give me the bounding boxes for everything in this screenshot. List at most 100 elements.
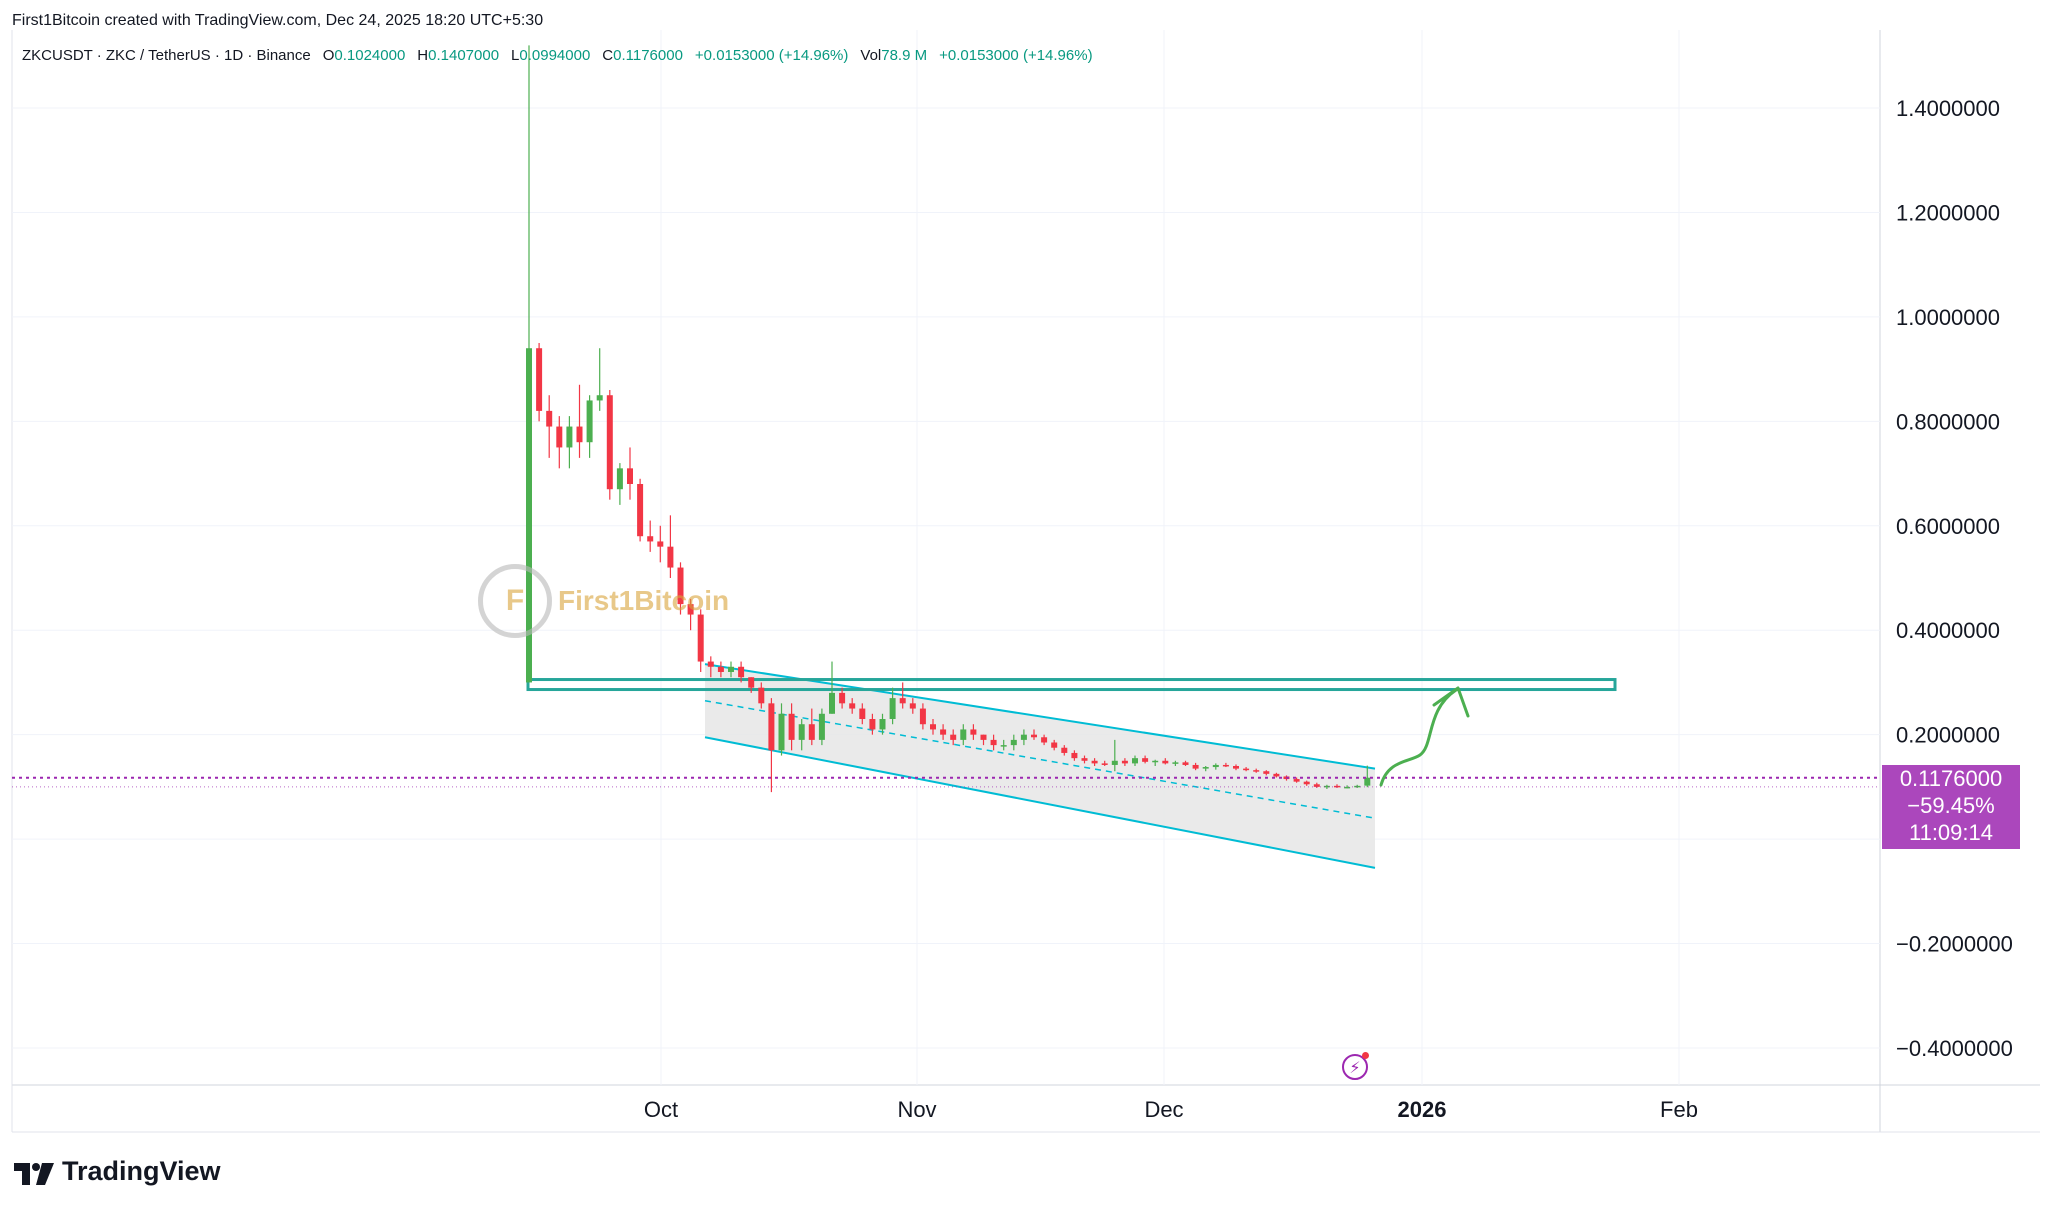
candle-body bbox=[869, 719, 876, 730]
vol-value: 78.9 M bbox=[881, 47, 928, 64]
candle-body bbox=[839, 692, 846, 704]
candle-body bbox=[606, 395, 613, 490]
candle-body bbox=[1273, 773, 1280, 777]
candle-body bbox=[829, 692, 835, 714]
candle-body bbox=[536, 348, 543, 411]
tradingview-brand[interactable]: TradingView bbox=[14, 1156, 221, 1187]
candle-body bbox=[1152, 760, 1159, 763]
symbol-legend[interactable]: ZKCUSDT · ZKC / TetherUS · 1D · Binance … bbox=[22, 47, 1105, 64]
candle-body bbox=[1031, 734, 1037, 738]
candle-body bbox=[849, 703, 856, 709]
candle-body bbox=[616, 468, 623, 490]
candle-body bbox=[930, 724, 936, 730]
candle-body bbox=[1192, 764, 1199, 769]
high-key: H bbox=[417, 47, 429, 64]
candle-body bbox=[1344, 786, 1351, 789]
candle-body bbox=[919, 708, 926, 725]
y-tick-label: 1.2000000 bbox=[1896, 200, 2000, 225]
candle-body bbox=[798, 724, 805, 740]
candle-body bbox=[1202, 767, 1209, 769]
bar-countdown: 11:09:14 bbox=[1908, 820, 1993, 845]
candle-body bbox=[1263, 771, 1270, 774]
candle-body bbox=[1313, 784, 1320, 787]
open-key: O bbox=[322, 47, 335, 64]
candle-body bbox=[808, 724, 815, 740]
candle-body bbox=[940, 729, 947, 735]
candle-body bbox=[960, 729, 967, 740]
high-value: 0.1407000 bbox=[428, 47, 500, 64]
change-value: +0.0153000 (+14.96%) bbox=[694, 47, 849, 64]
candle-body bbox=[657, 541, 664, 547]
candle-body bbox=[707, 661, 714, 667]
candle-body bbox=[1010, 739, 1017, 746]
candle-body bbox=[556, 426, 563, 448]
candle-body bbox=[738, 666, 745, 678]
candle-body bbox=[788, 713, 795, 740]
notification-dot bbox=[1362, 1052, 1369, 1059]
arrow-head bbox=[1432, 686, 1470, 718]
candle-body bbox=[899, 698, 906, 704]
candle-body bbox=[586, 400, 593, 443]
low-value: 0.0994000 bbox=[519, 47, 591, 64]
tradingview-logo-icon bbox=[14, 1161, 54, 1185]
candle-body bbox=[889, 698, 896, 719]
candle-body bbox=[909, 703, 916, 709]
candle-body bbox=[1172, 762, 1179, 764]
candle-body bbox=[970, 729, 977, 735]
vol-change-value: +0.0153000 (+14.96%) bbox=[939, 47, 1093, 64]
last-price: 0.1176000 bbox=[1899, 766, 2003, 791]
candle-body bbox=[667, 546, 674, 568]
candle-body bbox=[526, 348, 532, 683]
candle-body bbox=[1132, 758, 1138, 764]
first1bitcoin-watermark: F First1Bitcoin bbox=[478, 564, 729, 638]
descending-channel bbox=[704, 663, 1376, 869]
candle-body bbox=[1081, 758, 1088, 761]
candle-body bbox=[1142, 758, 1149, 762]
symbol-name[interactable]: ZKCUSDT · ZKC / TetherUS · 1D · Binance bbox=[22, 47, 311, 64]
candle-body bbox=[1111, 760, 1118, 765]
candle-body bbox=[627, 468, 633, 484]
candle-body bbox=[647, 536, 654, 542]
vol-key: Vol bbox=[860, 47, 882, 64]
candle-body bbox=[1051, 742, 1058, 748]
x-tick-label: Feb bbox=[1660, 1097, 1698, 1122]
candle-body bbox=[950, 734, 957, 740]
candle-body bbox=[677, 567, 684, 605]
channel-mid-line bbox=[704, 699, 1376, 819]
candle-body bbox=[879, 719, 886, 730]
close-value: 0.1176000 bbox=[613, 47, 683, 64]
last-price-tag: 0.1176000 −59.45% 11:09:14 bbox=[1882, 765, 2020, 849]
low-key: L bbox=[511, 47, 520, 64]
channel-fill bbox=[705, 664, 1375, 868]
y-tick-label: 1.0000000 bbox=[1896, 305, 2000, 330]
close-key: C bbox=[602, 47, 614, 64]
candle-body bbox=[778, 713, 785, 751]
candle-body bbox=[1020, 734, 1027, 740]
candle-body bbox=[748, 677, 755, 688]
candle-body bbox=[717, 666, 724, 672]
candle-body bbox=[1243, 768, 1250, 771]
lightning-icon[interactable]: ⚡ bbox=[1342, 1054, 1368, 1080]
candle-body bbox=[697, 614, 704, 662]
candle-body bbox=[1121, 760, 1128, 764]
candle-body bbox=[1233, 766, 1239, 769]
candle-body bbox=[1323, 785, 1330, 788]
y-tick-label: 0.2000000 bbox=[1896, 723, 2000, 748]
candles bbox=[526, 45, 1371, 793]
y-tick-label: −0.2000000 bbox=[1896, 932, 2013, 957]
candle-body bbox=[1303, 781, 1310, 785]
candle-body bbox=[1071, 752, 1078, 759]
channel-upper-line bbox=[704, 663, 1376, 770]
candle-body bbox=[1061, 747, 1068, 753]
x-tick-label: Oct bbox=[644, 1097, 678, 1122]
brand-name: TradingView bbox=[62, 1156, 221, 1186]
x-tick-label: Dec bbox=[1144, 1097, 1183, 1122]
candle-body bbox=[1091, 760, 1098, 764]
arrow-curve bbox=[1379, 688, 1458, 787]
candle-body bbox=[576, 426, 583, 443]
candle-body bbox=[990, 739, 997, 746]
breakout-arrow bbox=[1379, 686, 1470, 787]
candle-body bbox=[637, 484, 644, 537]
candle-body bbox=[768, 703, 775, 751]
